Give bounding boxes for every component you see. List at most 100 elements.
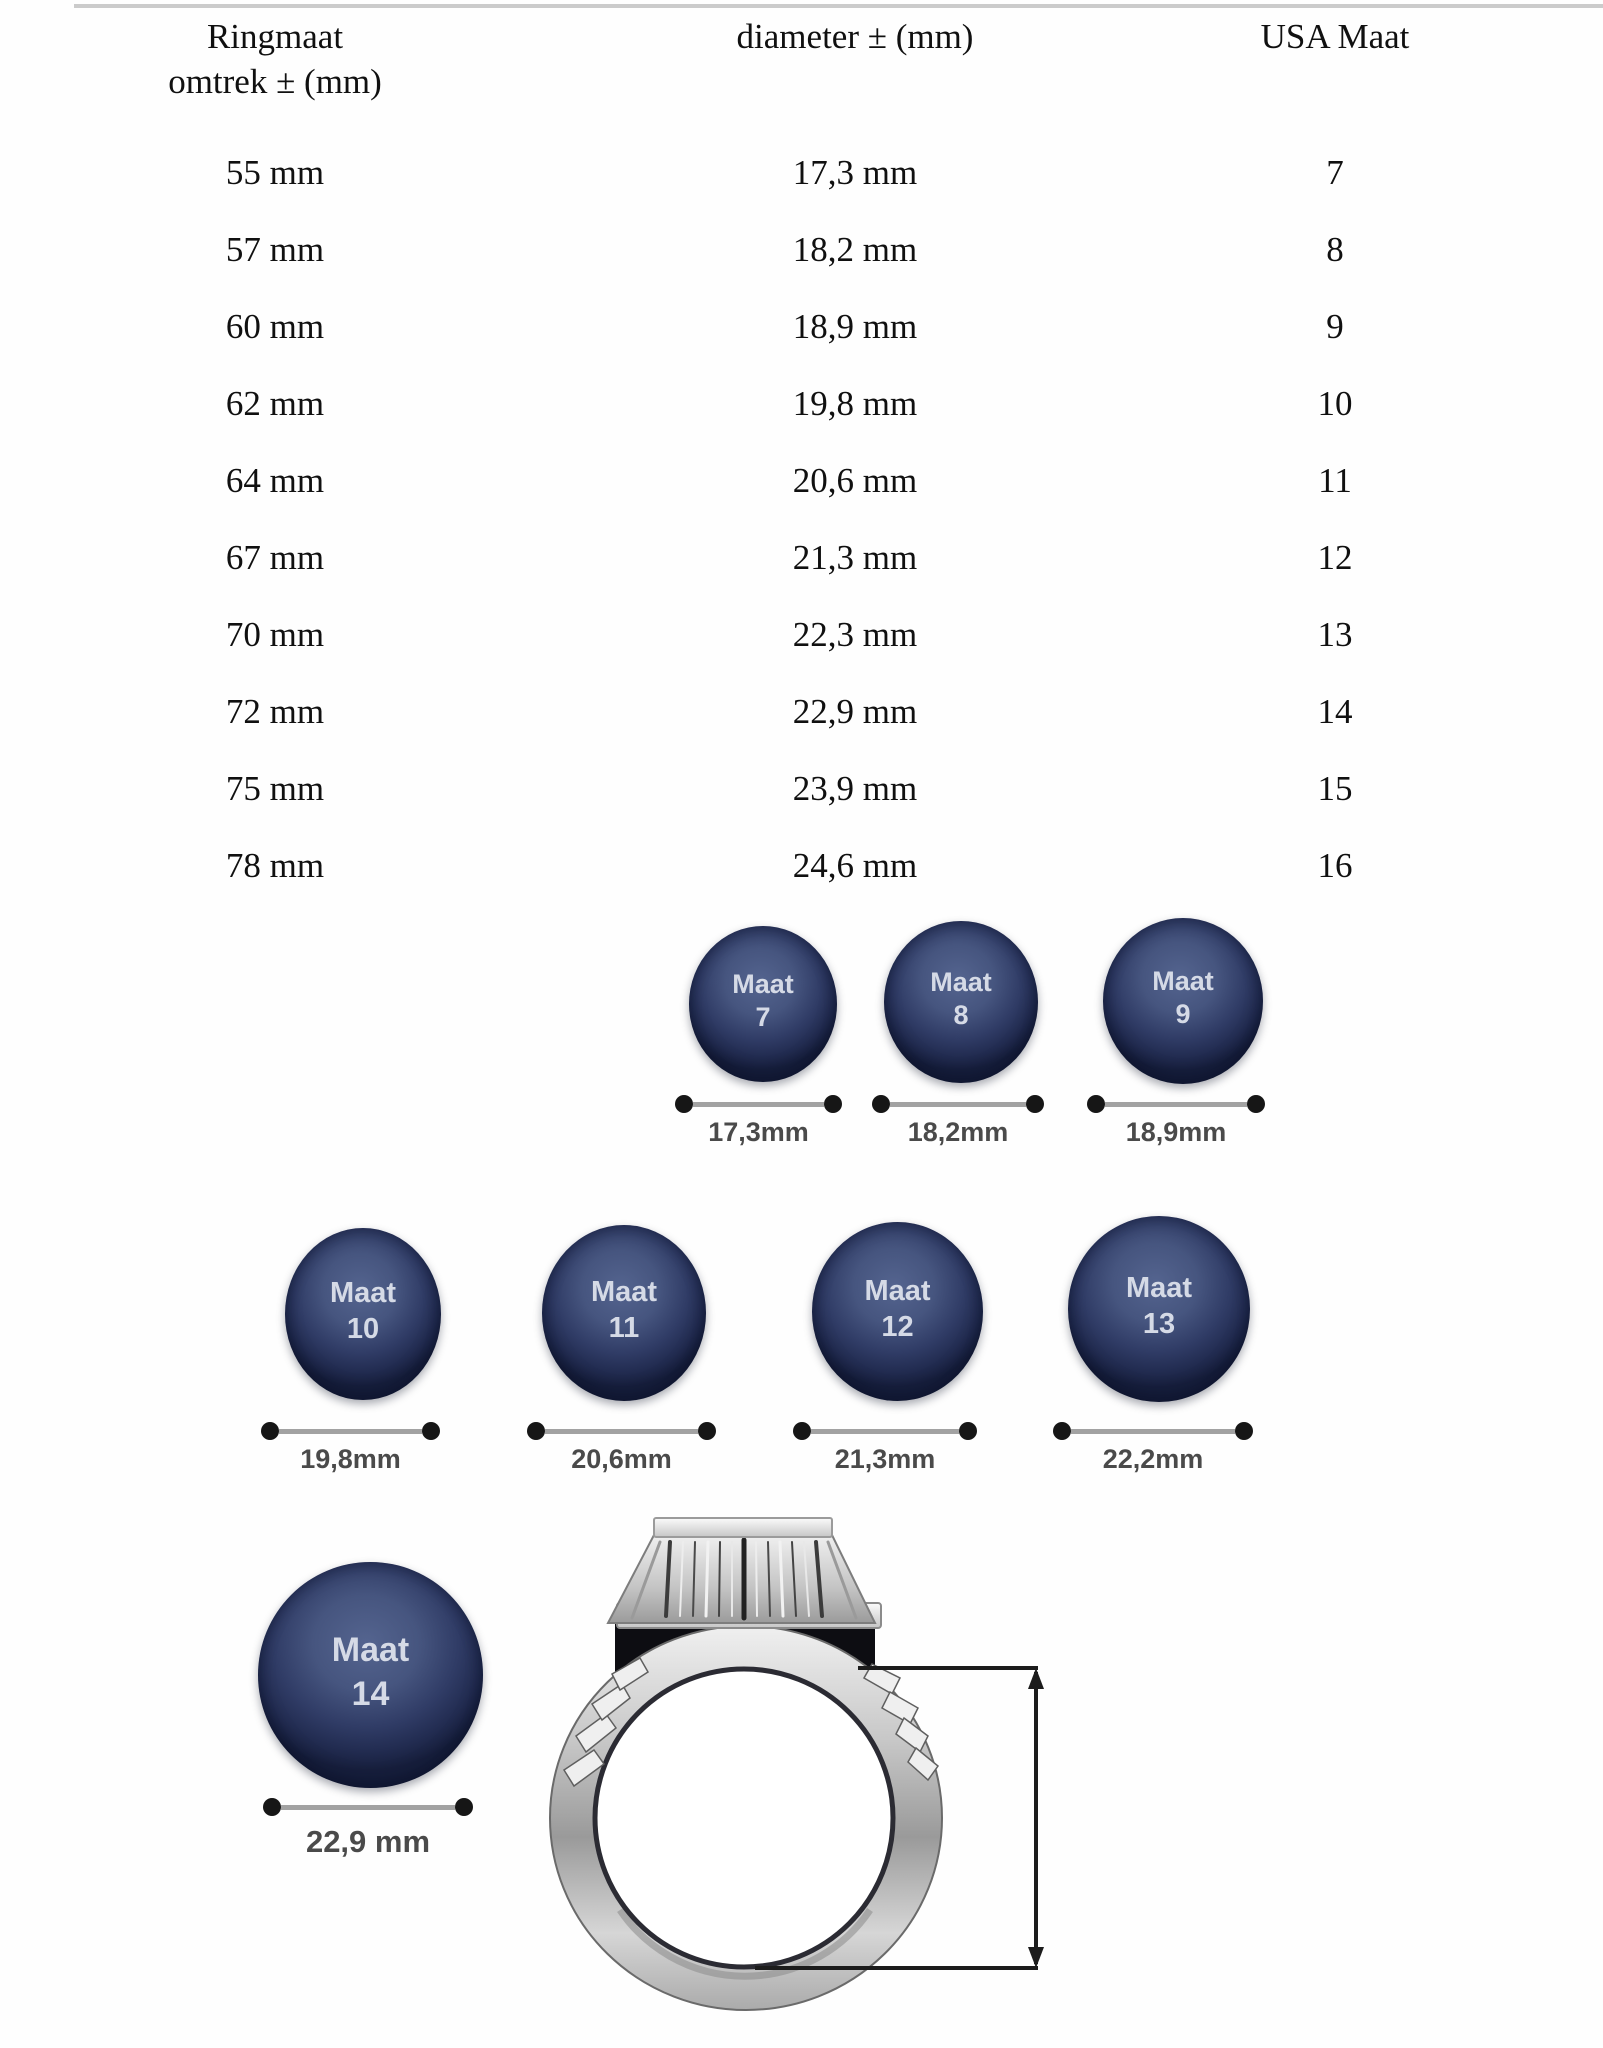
usa-size-value: 12 [1317, 537, 1353, 577]
diameter-measure-maat-14: 22,9 mm [263, 1798, 473, 1859]
measure-dot-left [675, 1095, 693, 1113]
measure-line [545, 1428, 698, 1434]
table-row: 64 mm 20,6 mm 11 [75, 442, 1435, 519]
diameter-value: 21,3 mm [792, 537, 918, 577]
diameter-label: 18,9mm [1125, 1117, 1227, 1147]
omtrek-value: 67 mm [225, 537, 325, 577]
size-circle-maat-11: Maat 11 [542, 1225, 706, 1401]
size-circle-label: Maat [930, 967, 992, 997]
diameter-label: 20,6mm [571, 1444, 672, 1474]
ring-illustration [520, 1512, 1065, 2017]
omtrek-value: 70 mm [225, 614, 325, 654]
omtrek-value: 78 mm [225, 845, 325, 885]
usa-size-value: 7 [1326, 152, 1344, 192]
size-circle-number: 11 [608, 1312, 640, 1344]
size-circle-number: 12 [881, 1310, 914, 1343]
ring-diagram [549, 1517, 1044, 2011]
usa-size-value: 13 [1317, 614, 1353, 654]
measure-line [279, 1428, 422, 1434]
side-stones-right [862, 1663, 940, 1782]
table-row: 78 mm 24,6 mm 16 [75, 827, 1435, 904]
header-diameter: diameter ± (mm) [736, 17, 974, 56]
diameter-label: 17,3mm [708, 1117, 809, 1147]
diameter-label: 19,8mm [300, 1444, 401, 1474]
usa-size-value: 14 [1317, 691, 1353, 731]
crown-top-plate [653, 1517, 833, 1538]
size-circle-label: Maat [331, 1631, 410, 1669]
size-circle-label: Maat [732, 969, 794, 999]
diameter-value: 22,3 mm [792, 614, 918, 654]
table-row: 55 mm 17,3 mm 7 [75, 134, 1435, 211]
size-circle-maat-13: Maat 13 [1068, 1216, 1250, 1402]
usa-size-value: 16 [1317, 845, 1353, 885]
diameter-label: 22,2mm [1102, 1444, 1204, 1474]
omtrek-value: 64 mm [225, 460, 325, 500]
diameter-measure-maat-10: 19,8mm [261, 1422, 440, 1474]
diameter-value: 23,9 mm [792, 768, 918, 808]
size-circle-number: 13 [1142, 1308, 1176, 1340]
size-circle-number: 8 [953, 1000, 969, 1030]
measure-dot-left [1087, 1095, 1105, 1113]
size-circle-label: Maat [1152, 966, 1214, 996]
size-circle-number: 10 [346, 1313, 380, 1345]
measure-dot-right [824, 1095, 842, 1113]
table-row: 72 mm 22,9 mm 14 [75, 673, 1435, 750]
omtrek-value: 62 mm [225, 383, 325, 423]
diameter-label: 18,2mm [907, 1117, 1009, 1147]
measure-dot-right [1235, 1422, 1253, 1440]
size-circle-maat-9: Maat 9 [1103, 918, 1263, 1084]
usa-size-value: 8 [1326, 229, 1344, 269]
diameter-measure-maat-8: 18,2mm [872, 1095, 1044, 1147]
measure-line [890, 1101, 1026, 1107]
measure-dot-left [872, 1095, 890, 1113]
header-omtrek-line1: Ringmaat [206, 17, 344, 56]
measure-line [811, 1428, 959, 1434]
size-circle-maat-7: Maat 7 [689, 926, 837, 1082]
size-circle-maat-12: Maat 12 [812, 1222, 983, 1401]
measure-dot-left [1053, 1422, 1071, 1440]
diameter-value: 22,9 mm [792, 691, 918, 731]
usa-size-value: 11 [1318, 460, 1352, 500]
size-circle-maat-14: Maat 14 [258, 1562, 483, 1788]
arrow-up-icon [1028, 1668, 1044, 1689]
inner-diameter-measure [755, 1666, 1038, 1970]
diameter-value: 18,9 mm [792, 306, 918, 346]
measure-dot-right [698, 1422, 716, 1440]
measure-line [693, 1101, 824, 1107]
measure-line [281, 1804, 455, 1810]
diameter-value: 17,3 mm [792, 152, 918, 192]
crown-facets [630, 1537, 858, 1621]
measure-dot-right [1247, 1095, 1265, 1113]
diameter-value: 19,8 mm [792, 383, 918, 423]
measure-dot-right [455, 1798, 473, 1816]
diameter-value: 24,6 mm [792, 845, 918, 885]
size-circle-number: 9 [1175, 999, 1191, 1029]
size-circle-label: Maat [864, 1274, 931, 1307]
omtrek-value: 72 mm [225, 691, 325, 731]
size-circle-maat-10: Maat 10 [285, 1228, 441, 1400]
omtrek-value: 57 mm [225, 229, 325, 269]
omtrek-value: 55 mm [225, 152, 325, 192]
diameter-measure-maat-9: 18,9mm [1087, 1095, 1265, 1147]
diameter-label: 22,9 mm [305, 1824, 431, 1859]
omtrek-value: 75 mm [225, 768, 325, 808]
measure-dot-left [527, 1422, 545, 1440]
diameter-value: 18,2 mm [792, 229, 918, 269]
measure-dot-left [793, 1422, 811, 1440]
arrow-down-icon [1028, 1947, 1044, 1968]
measure-dot-left [261, 1422, 279, 1440]
diameter-measure-maat-13: 22,2mm [1053, 1422, 1253, 1474]
size-circle-number: 7 [755, 1002, 771, 1032]
size-circle-label: Maat [590, 1276, 658, 1308]
measure-dot-right [422, 1422, 440, 1440]
table-row: 57 mm 18,2 mm 8 [75, 211, 1435, 288]
table-row: 67 mm 21,3 mm 12 [75, 519, 1435, 596]
side-stones-left [562, 1656, 650, 1788]
diameter-label: 21,3mm [834, 1444, 936, 1474]
diameter-value: 20,6 mm [792, 460, 918, 500]
band-inner-shading [617, 1908, 873, 1980]
diameter-measure-maat-12: 21,3mm [793, 1422, 977, 1474]
usa-size-value: 10 [1317, 383, 1353, 423]
measure-dot-right [959, 1422, 977, 1440]
